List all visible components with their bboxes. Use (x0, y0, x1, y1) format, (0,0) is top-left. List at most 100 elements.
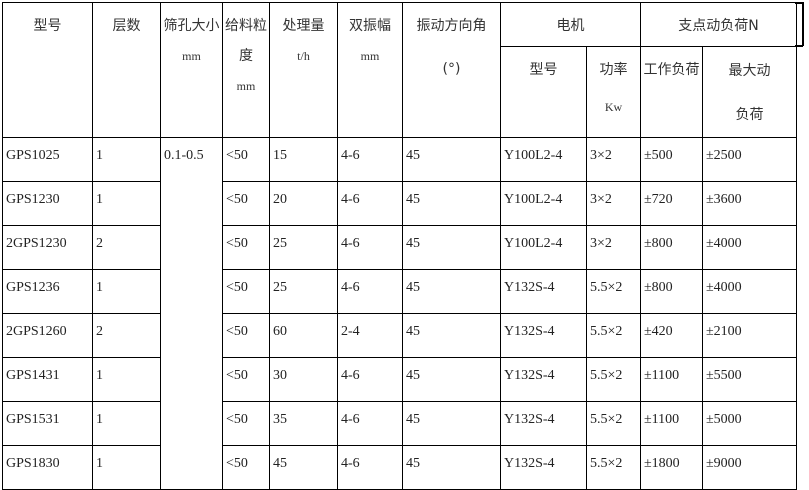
cell-amplitude: 4-6 (337, 401, 403, 446)
cell-motor: Y132S-4 (500, 313, 587, 358)
header-motor-power: 功率 Kw (586, 46, 641, 138)
cell-work: ±1100 (640, 357, 703, 402)
table-row: 2GPS1230 2 <50 25 4-6 45 Y100L2-4 3×2 ±800 ±4000 (2, 225, 798, 270)
cell-angle: 45 (402, 137, 501, 182)
cell-power: 5.5×2 (586, 269, 641, 314)
cell-layers: 1 (92, 137, 161, 182)
header-motor: 电机 (500, 2, 641, 47)
cell-power: 3×2 (586, 181, 641, 226)
cell-max: ±4000 (701, 269, 798, 314)
table-row: GPS1431 1 <50 30 4-6 45 Y132S-4 5.5×2 ±1100 ±5500 (2, 357, 798, 402)
cell-motor: Y132S-4 (500, 445, 587, 490)
cell-capacity: 20 (269, 181, 338, 226)
header-capacity: 处理量 t/h (269, 2, 338, 138)
cell-amplitude: 4-6 (337, 137, 403, 182)
spec-table: 型号 层数 筛孔大小 mm 给料粒度 mm 处理量 t/h 双振幅 mm 振动方向角 (°… (2, 2, 798, 490)
header-load-max: 最大动负荷 (701, 46, 798, 138)
cell-model: GPS1236 (2, 269, 93, 314)
cell-capacity: 30 (269, 357, 338, 402)
cell-max: ±2100 (701, 313, 798, 358)
cell-sieve: 0.1-0.5 (160, 137, 223, 490)
cell-work: ±420 (640, 313, 703, 358)
header-layers: 层数 (92, 2, 161, 138)
table-row: GPS1236 1 <50 25 4-6 45 Y132S-4 5.5×2 ±800 ±4000 (2, 269, 798, 314)
cell-work: ±800 (640, 269, 703, 314)
header-sieve: 筛孔大小 mm (160, 2, 223, 138)
cell-amplitude: 4-6 (337, 225, 403, 270)
cell-feed: <50 (222, 137, 270, 182)
cell-angle: 45 (402, 401, 501, 446)
header-load: 支点动负荷N (639, 2, 798, 47)
cell-motor: Y132S-4 (500, 401, 587, 446)
cell-amplitude: 2-4 (337, 313, 403, 358)
cell-model: GPS1230 (2, 181, 93, 226)
cell-feed: <50 (222, 445, 270, 490)
cell-power: 3×2 (586, 225, 641, 270)
header-load-work: 工作负荷 (640, 46, 703, 138)
cell-max: ±2500 (701, 137, 798, 182)
cell-layers: 1 (92, 445, 161, 490)
cell-angle: 45 (402, 357, 501, 402)
cell-power: 5.5×2 (586, 445, 641, 490)
cell-feed: <50 (222, 313, 270, 358)
cell-capacity: 35 (269, 401, 338, 446)
cell-angle: 45 (402, 269, 501, 314)
cell-layers: 1 (92, 401, 161, 446)
cell-feed: <50 (222, 225, 270, 270)
cell-amplitude: 4-6 (337, 357, 403, 402)
table-row: GPS1025 1 0.1-0.5 <50 15 4-6 45 Y100L2-4 3×2 ±500… (2, 137, 798, 490)
cell-amplitude: 4-6 (337, 181, 403, 226)
header-feed: 给料粒度 mm (222, 2, 270, 138)
header-model: 型号 (2, 2, 93, 138)
cell-motor: Y100L2-4 (500, 137, 587, 182)
cell-capacity: 45 (269, 445, 338, 490)
cell-max: ±5500 (701, 357, 798, 402)
cell-model: GPS1431 (2, 357, 93, 402)
cell-max: ±4000 (701, 225, 798, 270)
cell-model: GPS1830 (2, 445, 93, 490)
cell-work: ±1100 (640, 401, 703, 446)
cell-work: ±800 (640, 225, 703, 270)
cell-model: 2GPS1260 (2, 313, 93, 358)
cell-motor: Y100L2-4 (500, 181, 587, 226)
header-amplitude: 双振幅 mm (337, 2, 403, 138)
header-angle: 振动方向角 (°) (402, 2, 501, 138)
table-row: 2GPS1260 2 <50 60 2-4 45 Y132S-4 5.5×2 ±420 ±2100 (2, 313, 798, 358)
cell-model: 2GPS1230 (2, 225, 93, 270)
cell-layers: 1 (92, 181, 161, 226)
cell-capacity: 15 (269, 137, 338, 182)
cell-capacity: 25 (269, 225, 338, 270)
table-row: GPS1230 1 <50 20 4-6 45 Y100L2-4 3×2 ±720 ±3600 (2, 181, 798, 226)
cell-angle: 45 (402, 181, 501, 226)
cell-max: ±9000 (701, 445, 798, 490)
cell-work: ±720 (640, 181, 703, 226)
cell-motor: Y132S-4 (500, 357, 587, 402)
cell-layers: 1 (92, 357, 161, 402)
cell-power: 3×2 (586, 137, 641, 182)
cell-model: GPS1531 (2, 401, 93, 446)
cell-motor: Y132S-4 (500, 269, 587, 314)
cell-max: ±5000 (701, 401, 798, 446)
cell-power: 5.5×2 (586, 357, 641, 402)
cell-feed: <50 (222, 357, 270, 402)
cell-feed: <50 (222, 181, 270, 226)
header-motor-model: 型号 (500, 46, 587, 138)
cell-layers: 2 (92, 225, 161, 270)
cell-motor: Y100L2-4 (500, 225, 587, 270)
cell-work: ±1800 (640, 445, 703, 490)
cell-model: GPS1025 (2, 137, 93, 182)
cell-feed: <50 (222, 269, 270, 314)
cell-angle: 45 (402, 445, 501, 490)
cell-capacity: 60 (269, 313, 338, 358)
cell-amplitude: 4-6 (337, 445, 403, 490)
cell-layers: 1 (92, 269, 161, 314)
cell-max: ±3600 (701, 181, 798, 226)
cell-work: ±500 (640, 137, 703, 182)
cell-angle: 45 (402, 313, 501, 358)
cell-feed: <50 (222, 401, 270, 446)
cell-power: 5.5×2 (586, 313, 641, 358)
table-row: GPS1531 1 <50 35 4-6 45 Y132S-4 5.5×2 ±1100 ±5000 (2, 401, 798, 446)
cell-capacity: 25 (269, 269, 338, 314)
cell-amplitude: 4-6 (337, 269, 403, 314)
cell-angle: 45 (402, 225, 501, 270)
